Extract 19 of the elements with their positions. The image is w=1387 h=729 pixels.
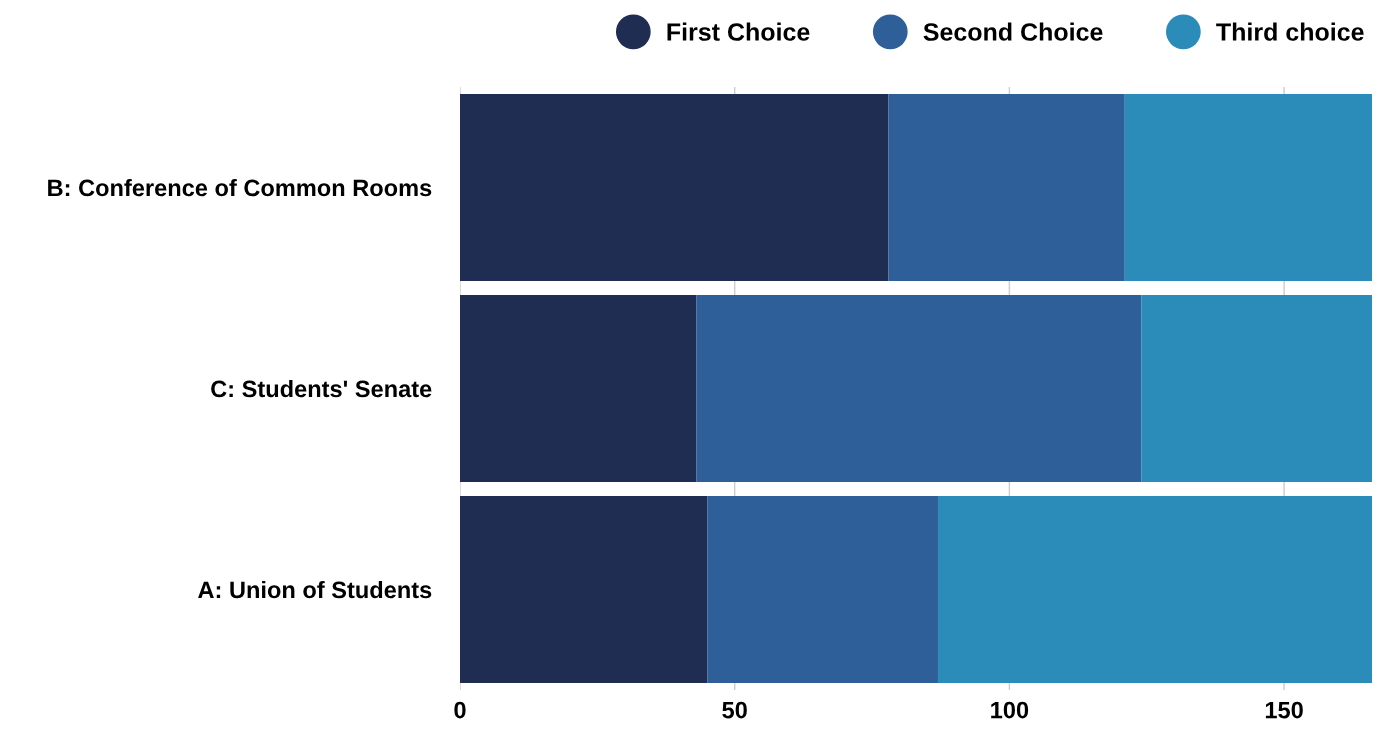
x-tick-label: 100 bbox=[991, 701, 1029, 719]
bar bbox=[707, 496, 938, 683]
y-tick-label: A: Union of Students bbox=[198, 580, 432, 599]
bar bbox=[1141, 295, 1372, 482]
x-tick-label: 150 bbox=[1265, 701, 1303, 719]
y-tick-label: C: Students' Senate bbox=[211, 379, 432, 398]
bar bbox=[460, 94, 889, 281]
bar bbox=[937, 496, 1372, 683]
bar bbox=[696, 295, 1142, 482]
bar bbox=[888, 94, 1125, 281]
bar bbox=[1124, 94, 1372, 281]
y-tick-label: B: Conference of Common Rooms bbox=[48, 178, 432, 197]
x-tick-label: 0 bbox=[454, 701, 466, 719]
legend-label: Third choice bbox=[1216, 22, 1364, 41]
legend-label: First Choice bbox=[667, 22, 810, 41]
bar bbox=[460, 496, 708, 683]
legend-label: Second Choice bbox=[923, 22, 1103, 41]
bar bbox=[460, 295, 697, 482]
x-tick-label: 50 bbox=[722, 701, 747, 719]
